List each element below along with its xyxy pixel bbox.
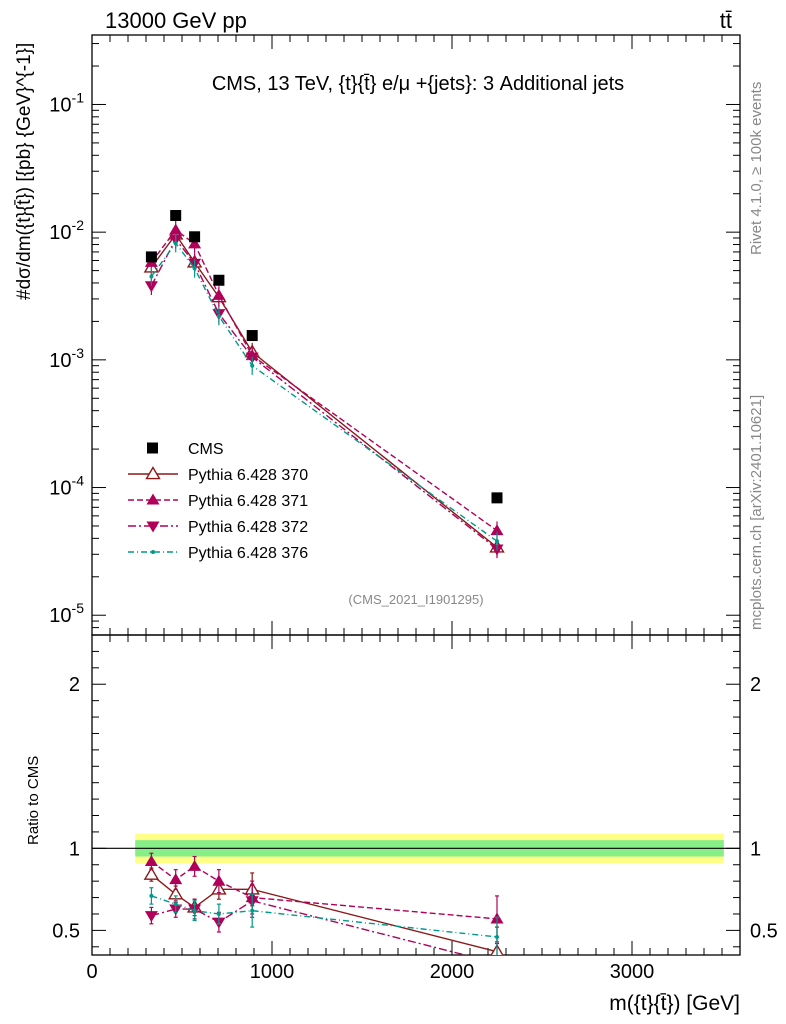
ratio-marker	[169, 873, 183, 885]
main-y-tick-labels: 10-5 10-4 10-3 10-2 10-1	[49, 89, 84, 627]
ratio-marker	[216, 911, 221, 916]
ratio-series-layer	[143, 852, 504, 970]
ratio-y-tick-label: 0.5	[52, 920, 80, 942]
x-tick-label: 3000	[610, 961, 655, 983]
ratio-marker	[188, 859, 202, 871]
legend-label: Pythia 6.428 376	[188, 545, 308, 562]
legend-marker	[147, 442, 158, 454]
ratio-axis-ticks	[91, 634, 741, 955]
ratio-y-tick-label: 2	[69, 674, 80, 696]
series-marker	[490, 524, 504, 536]
main-y-tick-label: 10-5	[49, 600, 84, 627]
cms-data-point	[189, 231, 201, 243]
legend-marker	[146, 521, 160, 533]
series-line-1	[150, 229, 498, 532]
ratio-marker	[491, 959, 504, 970]
ratio-marker	[149, 893, 154, 898]
ratio-marker	[250, 908, 255, 913]
rivet-version-label: Rivet 4.1.0, ≥ 100k events	[748, 82, 765, 255]
legend-label: Pythia 6.428 370	[188, 467, 308, 484]
legend-label: Pythia 6.428 372	[188, 519, 308, 536]
ratio-marker	[173, 902, 178, 907]
x-tick-label: 0	[86, 961, 97, 983]
series-marker	[192, 266, 197, 271]
main-axis-ticks	[91, 35, 741, 636]
legend-marker	[145, 466, 161, 480]
energy-label: 13000 GeV pp	[105, 8, 247, 33]
ratio-y-tick-label: 1	[69, 838, 80, 860]
series-marker	[250, 363, 255, 368]
legend-marker	[146, 493, 160, 505]
series-marker	[216, 314, 221, 319]
main-series-layer	[143, 220, 505, 559]
series-line-2	[150, 237, 498, 550]
main-y-tick-label: 10-2	[49, 217, 84, 244]
cms-data-layer	[145, 210, 503, 504]
series-line-3	[150, 241, 498, 542]
ratio-marker	[144, 854, 158, 867]
series-marker	[169, 223, 183, 235]
cms-data-point	[145, 251, 157, 263]
series-marker	[149, 274, 154, 279]
chart-title: CMS, 13 TeV, {t}{t̄} e/μ +{jets}: 3 Addi…	[212, 73, 624, 95]
ratio-marker	[495, 934, 499, 939]
cms-data-point	[170, 210, 182, 222]
cms-data-point	[213, 274, 225, 286]
ratio-plot-frame	[91, 634, 741, 956]
x-tick-labels: 0 1000 2000 3000	[86, 961, 654, 983]
legend: CMS Pythia 6.428 370 Pythia 6.428 371 Pythi…	[128, 441, 308, 562]
cms-data-point	[491, 492, 503, 504]
ratio-line-2	[151, 900, 468, 955]
main-y-axis-label: #dσ/dm({t}{t̄}) [{pb} {GeV}^{-1}]	[14, 43, 35, 300]
series-marker	[173, 241, 178, 246]
main-y-tick-label: 10-4	[49, 473, 84, 500]
ratio-marker	[143, 866, 160, 880]
ratio-line-0	[150, 874, 498, 953]
ratio-y-axis-label: Ratio to CMS	[25, 756, 42, 845]
ratio-marker	[192, 908, 197, 913]
ratio-y-tick-labels: 0.5 0.5 1 1 2 2	[52, 674, 778, 942]
x-axis-label: m({t}{t̄}) [GeV]	[609, 992, 740, 1015]
legend-label: Pythia 6.428 371	[188, 493, 308, 510]
ratio-y-tick-label-right: 0.5	[750, 920, 778, 942]
ratio-line-1	[150, 860, 498, 920]
ratio-y-tick-label-right: 2	[750, 674, 761, 696]
ratio-uncertainty-band	[92, 833, 740, 864]
series-marker	[495, 539, 499, 544]
cms-data-point	[246, 330, 258, 342]
main-y-tick-label: 10-1	[49, 89, 84, 116]
legend-label: CMS	[188, 441, 224, 458]
main-y-tick-label: 10-3	[49, 345, 84, 372]
legend-marker	[151, 550, 155, 554]
series-marker	[188, 237, 202, 249]
mcplots-label: mcplots.cern.ch [arXiv:2401.10621]	[748, 395, 765, 630]
ratio-marker	[212, 874, 226, 886]
analysis-label: (CMS_2021_I1901295)	[348, 592, 483, 607]
series-marker	[144, 281, 158, 293]
process-label: tt̄	[720, 8, 732, 33]
ratio-marker	[144, 911, 158, 923]
x-tick-label: 1000	[250, 961, 295, 983]
series-marker	[212, 288, 226, 300]
ratio-line-3	[151, 895, 498, 938]
x-tick-label: 2000	[430, 961, 475, 983]
ratio-y-tick-label-right: 1	[750, 838, 761, 860]
